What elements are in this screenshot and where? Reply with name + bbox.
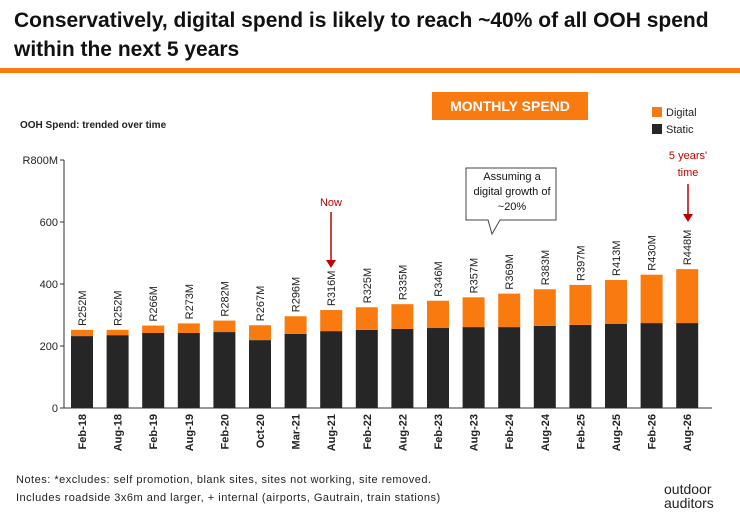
bar-segment (71, 336, 93, 408)
bar-segment (284, 333, 307, 408)
bar-segment (213, 332, 236, 408)
x-tick-label: Aug-26 (682, 414, 694, 451)
bar-segment (177, 323, 200, 333)
bar-segment (498, 293, 521, 328)
total-label: R273M (184, 284, 196, 319)
total-label: R369M (504, 254, 516, 289)
total-label: R316M (326, 271, 338, 306)
total-label: R325M (362, 268, 374, 303)
x-tick-label: Aug-18 (113, 414, 125, 451)
bar-segment (498, 327, 521, 408)
divider (0, 68, 740, 73)
bar-segment (284, 316, 307, 334)
y-tick-label: 200 (40, 341, 58, 353)
legend-label: Digital (666, 107, 697, 119)
badge: MONTHLY SPEND (432, 92, 588, 120)
bar-segment (320, 331, 343, 408)
total-label: R252M (113, 290, 125, 325)
bar-segment (142, 325, 165, 333)
bar-segment (427, 300, 449, 329)
bar-segment (249, 325, 271, 341)
total-label: R335M (397, 265, 409, 300)
bar-segment (605, 323, 627, 408)
bar-segment (320, 310, 343, 332)
total-label: R267M (255, 286, 267, 321)
total-label: R266M (148, 286, 160, 321)
bar-segment (391, 304, 414, 329)
bar-segment (640, 274, 663, 324)
bar-segment (213, 320, 236, 333)
bar-segment (355, 329, 378, 408)
bar-segment (427, 328, 449, 408)
bar-segment (462, 297, 485, 328)
note: Notes: *excludes: self promotion, blank … (16, 474, 432, 486)
x-tick-label: Feb-18 (77, 414, 89, 449)
bar-segment (462, 327, 485, 408)
x-tick-label: Feb-26 (647, 414, 659, 449)
total-label: R397M (575, 245, 587, 280)
legend-label: Static (666, 124, 694, 136)
annotation: Assuming a digital growth of ~20% (473, 171, 551, 213)
x-tick-label: Aug-21 (326, 414, 338, 451)
bar-segment (640, 323, 663, 408)
bar-segment (249, 340, 271, 408)
legend-swatch (652, 107, 662, 117)
y-tick-label: 600 (40, 217, 58, 229)
x-tick-label: Aug-19 (184, 414, 196, 451)
bar-segment (569, 284, 592, 325)
bar-segment (106, 329, 129, 336)
x-tick-label: Feb-20 (219, 414, 231, 449)
x-tick-label: Feb-22 (362, 414, 374, 449)
bar-segment (142, 332, 165, 408)
x-tick-label: Aug-25 (611, 414, 623, 451)
total-label: R252M (77, 290, 89, 325)
arrowhead (326, 260, 336, 268)
bar-segment (676, 323, 699, 408)
annotation: Now (319, 197, 342, 209)
bar-segment (569, 324, 592, 408)
bar-segment (71, 329, 93, 337)
total-label: R448M (682, 230, 694, 265)
x-tick-label: Aug-24 (540, 413, 552, 451)
arrowhead (683, 214, 693, 222)
bar-segment (106, 335, 129, 408)
callout (465, 167, 557, 236)
y-tick-label: 0 (52, 403, 58, 415)
total-label: R413M (611, 241, 623, 276)
bar-segment (177, 332, 200, 408)
total-label: R282M (219, 281, 231, 316)
total-label: R357M (469, 258, 481, 293)
note: Includes roadside 3x6m and larger, + int… (16, 492, 441, 504)
bar-segment (605, 279, 627, 324)
x-tick-label: Oct-20 (255, 414, 267, 448)
total-label: R346M (433, 261, 445, 296)
logo: outdoor auditors (664, 481, 714, 511)
y-tick-label: R800M (23, 155, 58, 167)
title: Conservatively, digital spend is likely … (14, 9, 709, 61)
y-tick-label: 400 (40, 279, 58, 291)
bar-segment (533, 325, 556, 408)
x-tick-label: Feb-19 (148, 414, 160, 449)
x-tick-label: Mar-21 (291, 414, 303, 449)
x-tick-label: Feb-23 (433, 414, 445, 449)
subtitle: OOH Spend: trended over time (20, 120, 167, 131)
bar-segment (676, 269, 699, 324)
x-tick-label: Feb-24 (504, 413, 516, 449)
total-label: R430M (647, 235, 659, 270)
x-tick-label: Aug-23 (469, 414, 481, 451)
bar-segment (355, 307, 378, 330)
bar-segment (391, 328, 414, 408)
annotation: 5 years' time (668, 150, 708, 179)
legend-swatch (652, 124, 662, 134)
x-tick-label: Aug-22 (397, 414, 409, 451)
bar-segment (533, 289, 556, 326)
total-label: R383M (540, 250, 552, 285)
x-tick-label: Feb-25 (575, 414, 587, 449)
total-label: R296M (291, 277, 303, 312)
